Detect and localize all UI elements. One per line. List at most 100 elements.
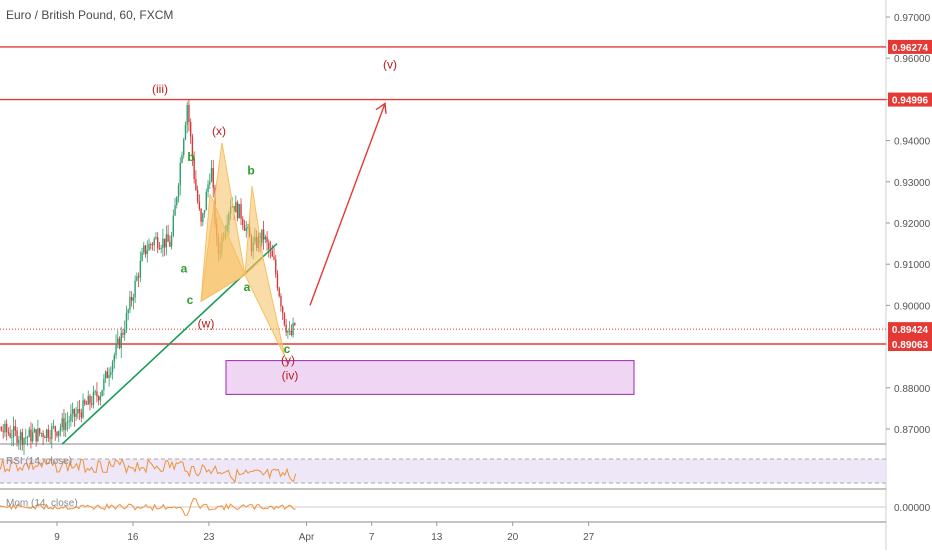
candle-body — [23, 438, 24, 445]
candle-body — [115, 344, 116, 355]
candle-body — [18, 440, 19, 443]
rsi-band — [0, 459, 886, 483]
time-tick-label: Apr — [299, 532, 315, 543]
pattern-right-lower — [245, 258, 285, 357]
price-tick-label: 0.91000 — [894, 260, 931, 271]
candle-body — [145, 245, 146, 254]
candle-body — [72, 409, 73, 414]
candle-body — [155, 237, 156, 239]
candle-body — [246, 228, 247, 230]
candle-body — [162, 239, 163, 248]
candle-body — [121, 333, 122, 348]
wave-label: b — [187, 150, 194, 164]
candle-body — [56, 432, 57, 436]
candle-body — [294, 323, 295, 325]
candle-body — [244, 225, 245, 231]
candle-body — [171, 236, 172, 247]
candle-body — [159, 248, 160, 249]
candle-body — [16, 430, 17, 442]
candle-body — [152, 245, 153, 246]
candle-body — [4, 424, 5, 432]
candle-body — [46, 430, 47, 438]
price-tick-label: 0.93000 — [894, 178, 931, 189]
candle-body — [86, 404, 87, 405]
candle-body — [101, 390, 102, 396]
candle-body — [62, 418, 63, 427]
price-tick-label: 0.94000 — [894, 137, 931, 148]
candle-body — [284, 313, 285, 325]
candle-body — [68, 421, 69, 422]
candle-body — [213, 168, 214, 188]
candle-body — [2, 431, 3, 432]
candle-body — [81, 413, 82, 418]
candle-body — [289, 331, 290, 332]
candle-body — [209, 182, 210, 185]
candle-body — [110, 372, 111, 375]
candle-body — [273, 257, 274, 260]
candle-body — [98, 397, 99, 401]
candle-body — [42, 433, 43, 437]
candle-body — [53, 426, 54, 427]
candle-body — [60, 427, 61, 431]
candle-body — [37, 428, 38, 441]
candle-body — [49, 438, 50, 439]
candle-body — [211, 168, 212, 181]
price-label-text: 0.94996 — [892, 96, 929, 107]
candle-body — [143, 245, 144, 252]
price-tick-label: 0.90000 — [894, 301, 931, 312]
price-tick-label: 0.88000 — [894, 384, 931, 395]
candle-body — [160, 248, 161, 249]
candle-body — [188, 105, 189, 122]
candle-body — [55, 426, 56, 431]
candle-body — [272, 251, 273, 257]
wave-label: a — [244, 280, 251, 294]
candle-body — [75, 414, 76, 417]
candle-body — [41, 433, 42, 434]
candle-body — [65, 422, 66, 430]
wave-label: (w) — [198, 317, 215, 331]
candle-body — [239, 204, 240, 218]
candle-body — [32, 433, 33, 442]
candle-body — [131, 297, 132, 301]
candle-body — [67, 422, 68, 423]
candle-body — [166, 234, 167, 247]
candle-body — [11, 437, 12, 438]
candle-body — [39, 428, 40, 433]
candle-body — [279, 288, 280, 296]
wave-label: (iii) — [152, 82, 168, 96]
candle-body — [266, 237, 267, 243]
candle-body — [96, 391, 97, 396]
candle-body — [167, 234, 168, 241]
candle-body — [119, 338, 120, 348]
wave-label: (v) — [383, 58, 397, 72]
candle-body — [136, 276, 137, 280]
candle-body — [20, 432, 21, 440]
time-tick-label: 20 — [507, 532, 519, 543]
candle-body — [82, 400, 83, 417]
candle-body — [287, 331, 288, 333]
candle-body — [292, 323, 293, 335]
wave-label: (iv) — [282, 369, 299, 383]
candle-body — [157, 237, 158, 248]
candle-body — [15, 426, 16, 430]
candle-body — [183, 139, 184, 155]
candle-body — [185, 125, 186, 139]
candle-body — [44, 437, 45, 438]
wave-label: c — [284, 342, 291, 356]
candle-body — [117, 338, 118, 344]
candle-body — [114, 355, 115, 362]
candle-body — [174, 205, 175, 216]
candle-body — [112, 362, 113, 372]
candle-body — [89, 396, 90, 404]
candle-body — [148, 244, 149, 250]
candle-body — [79, 409, 80, 413]
candle-body — [187, 105, 188, 125]
candle-body — [127, 310, 128, 313]
wave-label: (x) — [212, 124, 226, 138]
projection-arrow — [310, 104, 385, 306]
candle-body — [9, 433, 10, 437]
candle-body — [204, 210, 205, 213]
candle-body — [29, 430, 30, 437]
price-label-text: 0.89063 — [892, 340, 929, 351]
candle-body — [190, 122, 191, 136]
